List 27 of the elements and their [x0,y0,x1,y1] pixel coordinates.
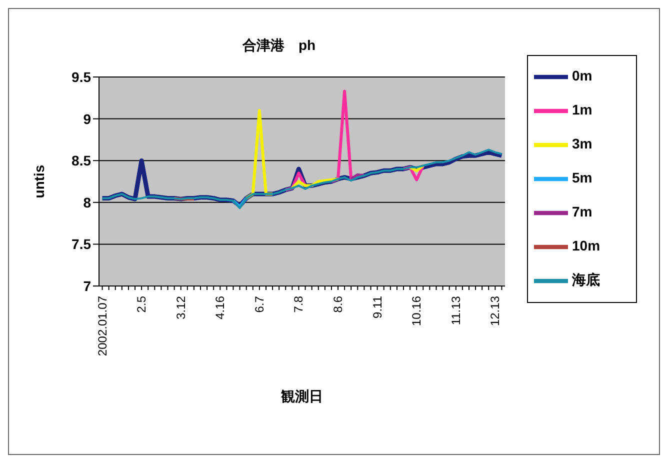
y-tick-label: 9 [83,110,92,127]
x-axis-title: 観測日 [280,388,323,404]
x-tick-label: 12.13 [488,296,502,326]
x-tick-label: 2.5 [134,296,149,313]
legend-label: 7m [572,204,592,220]
legend-label: 10m [572,238,600,254]
y-axis-title: untis [30,164,47,198]
x-tick-label: 2002.01.07 [95,296,110,356]
legend-label: 3m [572,136,592,152]
y-tick-label: 9.5 [72,68,92,85]
x-tick-label: 7.8 [292,296,306,313]
x-tick-label: 8.6 [331,296,346,313]
y-tick-label: 7 [83,278,92,294]
legend-label: 1m [572,102,592,118]
x-tick-label: 4.16 [213,296,228,320]
y-tick-label: 8 [83,194,92,210]
x-tick-label: 3.12 [174,296,188,320]
x-tick-label: 9.11 [370,296,384,318]
y-tick-label: 7.5 [72,236,92,252]
x-tick-label: 11.13 [448,296,463,326]
y-tick-label: 8.5 [72,152,92,169]
chart-title: 合津港 ph [241,37,317,55]
x-tick-label: 10.16 [410,296,424,326]
legend-label: 海底 [572,272,600,288]
legend-label: 0m [572,68,592,84]
legend-label: 5m [572,170,592,186]
x-tick-label: 6.7 [252,296,266,313]
